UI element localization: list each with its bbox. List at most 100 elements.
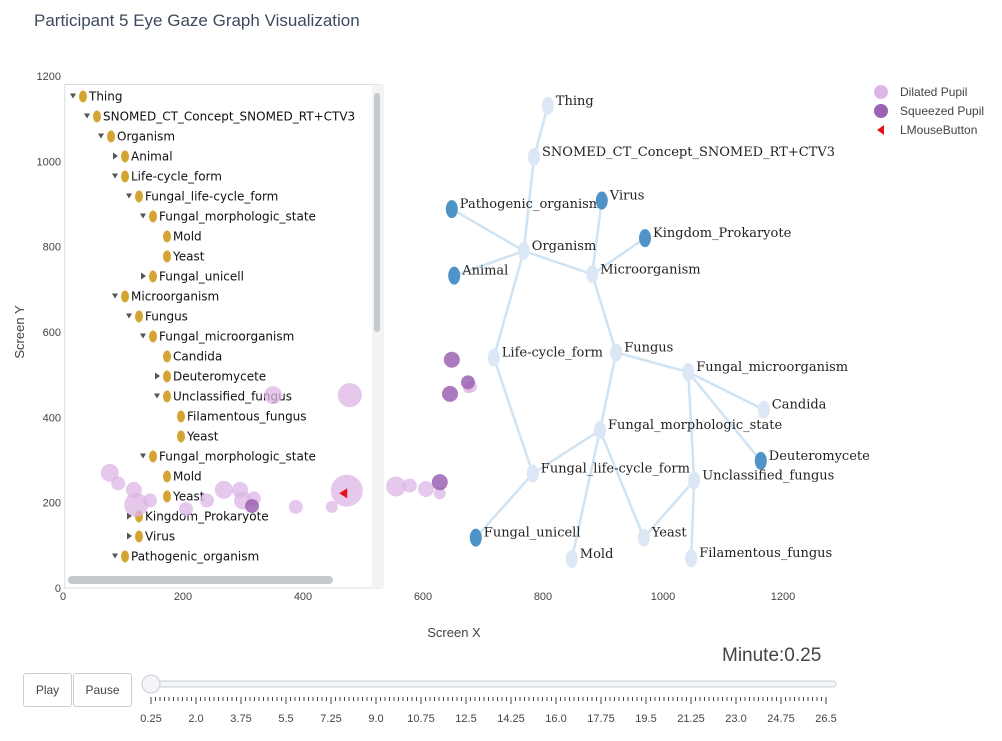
chevron-down-icon [140, 213, 146, 219]
tree-item-label: Animal [131, 149, 173, 163]
play-button[interactable]: Play [23, 673, 72, 707]
tree-item-label: Virus [145, 529, 175, 543]
tree-bullet-icon [135, 190, 143, 203]
tree-item: Microorganism [112, 289, 219, 303]
tree-item-label: Deuteromycete [173, 369, 266, 383]
tree-bullet-icon [149, 270, 157, 283]
tree-bullet-icon [121, 170, 129, 183]
graph-node-label: Fungal_microorganism [696, 360, 848, 375]
graph-node-marker [469, 528, 482, 547]
x-tick-label: 600 [414, 591, 432, 603]
chevron-down-icon [126, 193, 132, 199]
graph-edge [687, 371, 762, 462]
graph-edge [591, 237, 646, 276]
dilated-pupil-point [433, 487, 446, 500]
graph-edge [590, 200, 604, 275]
tree-item: Unclassified_fungus [154, 389, 292, 403]
graph-node-marker [445, 200, 458, 219]
pause-button[interactable]: Pause [73, 673, 132, 707]
graph-edge [451, 208, 525, 252]
chevron-down-icon [112, 553, 118, 559]
tree-item-label: Unclassified_fungus [173, 389, 292, 403]
graph-edge [615, 351, 689, 374]
graph-node-label: Thing [556, 94, 594, 109]
squeezed-pupil-point [461, 375, 475, 390]
graph-node-marker [526, 464, 539, 483]
page-title: Participant 5 Eye Gaze Graph Visualizati… [34, 11, 360, 30]
legend: Dilated Pupil Squeezed Pupil LMouseButto… [870, 82, 984, 139]
tree-bullet-icon [163, 350, 171, 363]
graph-edge [591, 274, 618, 353]
tree-item-label: Fungal_morphologic_state [159, 449, 316, 463]
tree-item-label: Fungal_life-cycle_form [145, 189, 278, 203]
legend-label: LMouseButton [900, 122, 978, 137]
tree-bullet-icon [121, 150, 129, 163]
tree-item-label: Fungal_morphologic_state [159, 209, 316, 223]
graph-edge [570, 429, 602, 560]
chevron-down-icon [112, 173, 118, 179]
tree-bullet-icon [93, 110, 101, 123]
current-minute-label: Minute:0.25 [722, 645, 822, 666]
tree-bullet-icon [163, 250, 171, 263]
graph-node-label: Fungal_life-cycle_form [541, 462, 690, 477]
graph-node-label: Fungus [624, 340, 673, 355]
legend-item-dilated[interactable]: Dilated Pupil [870, 82, 984, 101]
graph-node-label: Animal [461, 264, 508, 279]
graph-edge [686, 372, 696, 481]
triangle-left-icon [877, 124, 884, 135]
tree-item: Fungal_microorganism [140, 329, 294, 343]
squeezed-pupil-point [443, 351, 460, 368]
chevron-down-icon [70, 93, 76, 99]
chevron-down-icon [84, 113, 90, 119]
tree-item: Thing [70, 89, 123, 103]
tree-item-label: Pathogenic_organism [131, 549, 259, 563]
graph-edge [687, 370, 765, 411]
graph-node: Filamentous_fungus [685, 546, 832, 568]
tree-item: Yeast [163, 249, 205, 263]
graph-node-marker [685, 549, 698, 568]
tree-bullet-icon [163, 390, 171, 403]
graph-node-label: Kingdom_Prokaryote [653, 226, 792, 241]
dilated-pupil-point [264, 386, 282, 405]
graph-node-marker [487, 348, 500, 367]
tree-item-label: Kingdom_Prokaryote [145, 509, 269, 523]
y-tick-label: 0 [55, 583, 61, 595]
graph-node-marker [565, 549, 578, 568]
tree-bullet-icon [121, 290, 129, 303]
dilated-pupil-point [124, 492, 149, 517]
tree-item: Yeast [177, 429, 219, 443]
screenshot-image: Thing SNOMED_CT_Concept_SNOMED_RT+CTV3 Org… [64, 83, 384, 589]
graph-node-label: Pathogenic_organism [460, 197, 601, 212]
tree-item: Yeast [163, 489, 205, 503]
x-tick-label: 0 [60, 591, 66, 603]
graph-node-marker [541, 96, 554, 115]
dilated-pupil-point [288, 499, 303, 514]
graph-node-marker [637, 528, 650, 547]
graph-node: Organism [517, 239, 596, 260]
graph-node: Pathogenic_organism [445, 197, 601, 219]
tree-item: Virus [127, 529, 175, 543]
x-tick-label: 400 [294, 591, 312, 603]
tree-item-label: Mold [173, 469, 202, 483]
legend-item-squeezed[interactable]: Squeezed Pupil [870, 101, 984, 120]
tree-item-label: Thing [88, 89, 123, 103]
tree-item-label: Microorganism [131, 289, 219, 303]
tree-bullet-icon [107, 130, 115, 143]
graph-node: Mold [565, 547, 613, 568]
graph-node-label: SNOMED_CT_Concept_SNOMED_RT+CTV3 [542, 145, 835, 160]
legend-item-lmouse[interactable]: LMouseButton [870, 120, 984, 139]
graph-node-label: Yeast [651, 526, 688, 541]
tree-hscroll-thumb [67, 576, 334, 585]
dilated-pupil-marker [874, 84, 888, 99]
dilated-pupil-point [386, 476, 406, 497]
tree-item: Mold [163, 229, 202, 243]
tree-item-label: Fungal_unicell [159, 269, 244, 283]
graph-node: Life-cycle_form [487, 346, 603, 367]
graph-node-marker [757, 400, 770, 419]
x-tick-label: 800 [534, 591, 552, 603]
graph-node: Fungal_unicell [469, 526, 580, 547]
tree-vscroll-thumb [374, 93, 380, 332]
tree-item-label: SNOMED_CT_Concept_SNOMED_RT+CTV3 [103, 109, 355, 123]
legend-label: Squeezed Pupil [900, 103, 985, 118]
